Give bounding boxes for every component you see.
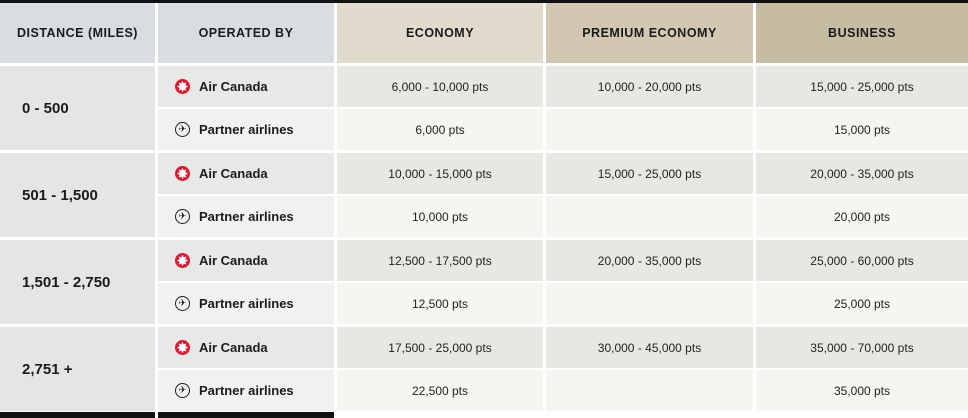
- air-canada-row: Air Canada 6,000 - 10,000 pts 10,000 - 2…: [158, 66, 968, 107]
- partner-airlines-row: ✈ Partner airlines 22,500 pts 35,000 pts: [158, 370, 968, 411]
- premium-economy-points-cell: 20,000 - 35,000 pts: [546, 240, 753, 281]
- operator-cell: ✈ Partner airlines: [158, 109, 334, 150]
- operator-cell: ✈ Partner airlines: [158, 370, 334, 411]
- operator-label: Partner airlines: [199, 383, 294, 398]
- economy-points-cell: 12,500 - 17,500 pts: [337, 240, 543, 281]
- economy-points-cell: 22,500 pts: [337, 370, 543, 411]
- business-points-cell: 25,000 pts: [756, 283, 968, 324]
- operator-cell: Air Canada: [158, 153, 334, 194]
- table-bottom-border: [0, 412, 968, 418]
- premium-economy-points-cell: 30,000 - 45,000 pts: [546, 327, 753, 368]
- distance-group: 2,751 + Air Canada 17,500 - 25,000 pts 3…: [0, 327, 968, 411]
- business-points-cell: 25,000 - 60,000 pts: [756, 240, 968, 281]
- operator-cell: Air Canada: [158, 327, 334, 368]
- economy-points-cell: 10,000 pts: [337, 196, 543, 237]
- business-points-cell: 15,000 - 25,000 pts: [756, 66, 968, 107]
- premium-economy-points-cell: [546, 109, 753, 150]
- distance-group: 0 - 500 Air Canada 6,000 - 10,000 pts 10…: [0, 66, 968, 150]
- operator-cell: ✈ Partner airlines: [158, 283, 334, 324]
- distance-group: 501 - 1,500 Air Canada 10,000 - 15,000 p…: [0, 153, 968, 237]
- economy-points-cell: 12,500 pts: [337, 283, 543, 324]
- premium-economy-points-cell: 10,000 - 20,000 pts: [546, 66, 753, 107]
- operator-label: Air Canada: [199, 166, 268, 181]
- col-header-economy: ECONOMY: [337, 3, 543, 63]
- economy-points-cell: 6,000 pts: [337, 109, 543, 150]
- premium-economy-points-cell: 15,000 - 25,000 pts: [546, 153, 753, 194]
- operator-cell: Air Canada: [158, 240, 334, 281]
- partner-airlines-row: ✈ Partner airlines 12,500 pts 25,000 pts: [158, 283, 968, 324]
- partner-airplane-icon: ✈: [175, 383, 190, 398]
- operator-label: Partner airlines: [199, 122, 294, 137]
- col-header-distance: DISTANCE (MILES): [0, 3, 155, 63]
- operator-cell: ✈ Partner airlines: [158, 196, 334, 237]
- partner-airplane-icon: ✈: [175, 296, 190, 311]
- distance-range-cell: 2,751 +: [0, 327, 155, 411]
- distance-range-cell: 1,501 - 2,750: [0, 240, 155, 324]
- operator-label: Partner airlines: [199, 296, 294, 311]
- bottom-border-segment: [158, 412, 334, 418]
- col-header-premium-economy: PREMIUM ECONOMY: [546, 3, 753, 63]
- distance-range-cell: 0 - 500: [0, 66, 155, 150]
- operator-label: Air Canada: [199, 340, 268, 355]
- operator-label: Partner airlines: [199, 209, 294, 224]
- economy-points-cell: 6,000 - 10,000 pts: [337, 66, 543, 107]
- col-header-operated-by: OPERATED BY: [158, 3, 334, 63]
- premium-economy-points-cell: [546, 283, 753, 324]
- air-canada-logo-icon: [175, 79, 190, 94]
- air-canada-logo-icon: [175, 253, 190, 268]
- col-header-business: BUSINESS: [756, 3, 968, 63]
- partner-airplane-icon: ✈: [175, 209, 190, 224]
- bottom-border-segment: [0, 412, 155, 418]
- premium-economy-points-cell: [546, 196, 753, 237]
- air-canada-logo-icon: [175, 166, 190, 181]
- operator-cell: Air Canada: [158, 66, 334, 107]
- partner-airplane-icon: ✈: [175, 122, 190, 137]
- air-canada-row: Air Canada 17,500 - 25,000 pts 30,000 - …: [158, 327, 968, 368]
- air-canada-row: Air Canada 10,000 - 15,000 pts 15,000 - …: [158, 153, 968, 194]
- economy-points-cell: 17,500 - 25,000 pts: [337, 327, 543, 368]
- premium-economy-points-cell: [546, 370, 753, 411]
- business-points-cell: 20,000 - 35,000 pts: [756, 153, 968, 194]
- business-points-cell: 35,000 - 70,000 pts: [756, 327, 968, 368]
- business-points-cell: 35,000 pts: [756, 370, 968, 411]
- business-points-cell: 15,000 pts: [756, 109, 968, 150]
- business-points-cell: 20,000 pts: [756, 196, 968, 237]
- economy-points-cell: 10,000 - 15,000 pts: [337, 153, 543, 194]
- air-canada-row: Air Canada 12,500 - 17,500 pts 20,000 - …: [158, 240, 968, 281]
- distance-range-cell: 501 - 1,500: [0, 153, 155, 237]
- table-header-row: DISTANCE (MILES) OPERATED BY ECONOMY PRE…: [0, 0, 968, 63]
- operator-label: Air Canada: [199, 79, 268, 94]
- air-canada-logo-icon: [175, 340, 190, 355]
- distance-group: 1,501 - 2,750 Air Canada 12,500 - 17,500…: [0, 240, 968, 324]
- partner-airlines-row: ✈ Partner airlines 10,000 pts 20,000 pts: [158, 196, 968, 237]
- partner-airlines-row: ✈ Partner airlines 6,000 pts 15,000 pts: [158, 109, 968, 150]
- operator-label: Air Canada: [199, 253, 268, 268]
